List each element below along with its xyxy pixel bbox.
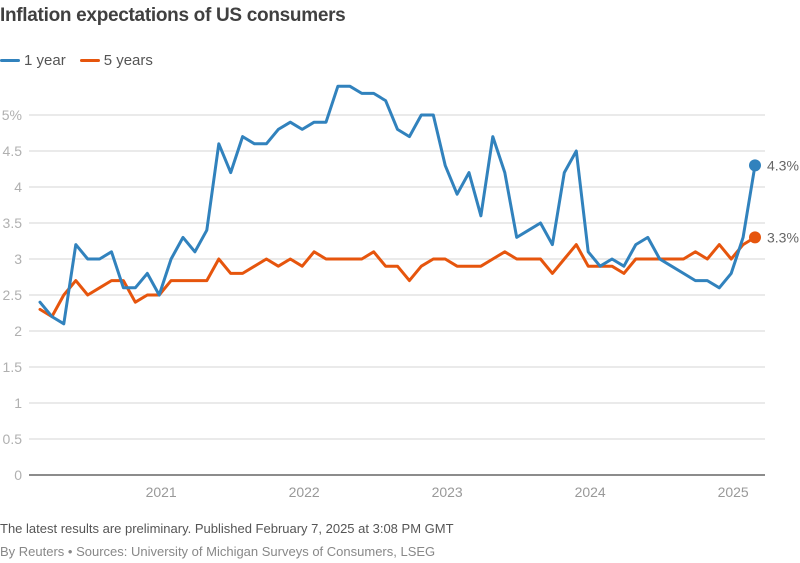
x-tick-label: 2023 — [432, 484, 463, 500]
legend-item-1-year: 1 year — [0, 52, 66, 69]
y-tick-label: 3 — [14, 251, 22, 267]
y-tick-label: 1 — [14, 395, 22, 411]
y-tick-label: 3.5 — [3, 215, 23, 231]
y-tick-label: 2.5 — [3, 287, 23, 303]
y-tick-label: 0.5 — [3, 431, 23, 447]
end-label-5-years: 3.3% — [767, 229, 799, 245]
legend-label-5-years: 5 years — [103, 52, 153, 69]
y-tick-label: 2 — [14, 323, 22, 339]
legend-item-5-years: 5 years — [79, 52, 153, 69]
y-tick-label: 4.5 — [3, 143, 23, 159]
chart-title: Inflation expectations of US consumers — [0, 5, 346, 26]
x-tick-label: 2021 — [146, 484, 177, 500]
legend: 1 year 5 years — [0, 52, 167, 69]
x-tick-label: 2025 — [718, 484, 749, 500]
footer-source: By Reuters • Sources: University of Mich… — [0, 544, 436, 559]
y-tick-label: 5% — [2, 107, 22, 123]
end-label-1-year: 4.3% — [767, 157, 799, 173]
y-tick-label: 1.5 — [3, 359, 23, 375]
legend-label-1-year: 1 year — [24, 52, 66, 69]
series-line-5-years — [38, 235, 757, 319]
end-marker-1-year — [749, 159, 761, 172]
x-tick-label: 2022 — [289, 484, 320, 500]
y-tick-label: 4 — [14, 179, 22, 195]
footer-note: The latest results are preliminary. Publ… — [0, 521, 454, 536]
line-chart: 0 0.5 1 1.5 2 2.5 3 3.5 4 4.5 5% 2021 2022 2023 2024 20… — [2, 84, 799, 500]
end-marker-5-years — [749, 231, 761, 244]
x-tick-label: 2024 — [575, 484, 606, 500]
y-tick-label: 0 — [14, 467, 22, 483]
legend-swatch-1-year — [0, 59, 20, 62]
legend-swatch-5-years — [79, 59, 100, 62]
series-line-1-year — [38, 84, 757, 326]
